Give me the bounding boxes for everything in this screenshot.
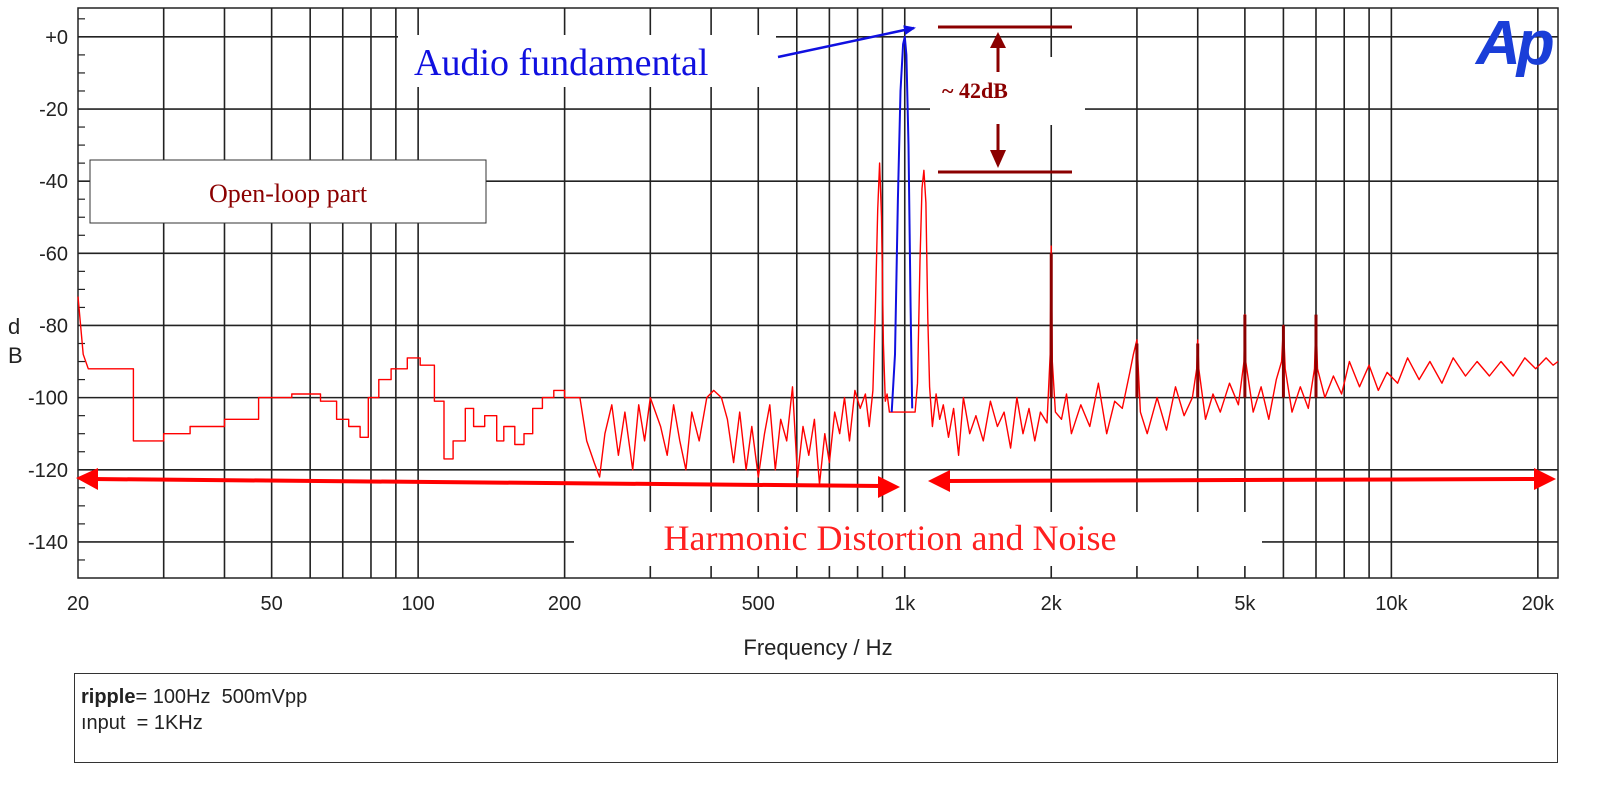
ripple-line: ripple= 100Hz 500mVpp [81,684,1557,710]
x-tick-label: 20 [67,593,89,615]
open-loop-label: Open-loop part [209,179,368,208]
y-tick-label: -140 [28,532,68,554]
ap-logo: Ap [1474,9,1557,78]
fundamental-label: Audio fundamental [414,42,708,84]
x-tick-labels: 20 50 100 200 500 1k 2k 5k 10k 20k [67,593,1555,615]
input-line: ınput = 1KHz [81,712,203,734]
hdn-arrow-left-start-icon [76,468,98,490]
x-tick-label: 200 [548,593,581,615]
noise-trace-line [77,162,1559,485]
y-tick-label: -60 [39,243,68,265]
gap-label-bg [930,57,1085,125]
y-tick-label: -120 [28,460,68,482]
ap-logo-text: Ap [1474,9,1553,78]
fundamental-trace-line [890,35,914,413]
hdn-arrow-right-end-icon [1534,468,1556,490]
x-tick-label: 10k [1375,593,1408,615]
gap-arrow-up-icon [990,32,1006,48]
hdn-label: Harmonic Distortion and Noise [664,518,1117,558]
hdn-arrow-left-end-icon [878,476,900,498]
ripple-key: ripple [81,686,136,708]
x-tick-label: 20k [1522,593,1555,615]
y-tick-label: +0 [45,27,68,49]
measurement-info-box: ripple= 100Hz 500mVpp ınput = 1KHz [74,673,1558,763]
plot-frame [77,7,1559,579]
y-axis-title-bottom: B [8,343,23,368]
y-axis-title-top: d [8,314,20,339]
fundamental-arrow [777,25,916,59]
y-tick-label: -100 [28,388,68,410]
x-tick-label: 100 [401,593,434,615]
gap-label: ~ 42dB [942,78,1008,103]
y-tick-label: -80 [39,315,68,337]
grid [78,8,1558,578]
x-tick-label: 1k [894,593,916,615]
ripple-value: = 100Hz 500mVpp [135,686,308,708]
gap-arrow-down-icon [990,150,1006,168]
fundamental-label-bg [398,35,776,87]
hdn-arrow-right-start-icon [928,470,950,492]
hdn-label-bg [574,512,1262,566]
hdn-arrow-left-line [91,477,883,488]
x-tick-label: 2k [1041,593,1063,615]
open-loop-box [89,159,487,224]
y-tick-label: -20 [39,99,68,121]
hdn-arrow-right-line [944,477,1541,483]
x-axis-title: Frequency / Hz [743,635,892,660]
x-tick-label: 50 [261,593,283,615]
x-tick-label: 5k [1234,593,1256,615]
x-tick-label: 500 [742,593,775,615]
series-layer [77,35,1559,485]
y-tick-label: -40 [39,171,68,193]
y-tick-labels: +0 -20 -40 -60 -80 -100 -120 -140 [28,27,68,554]
